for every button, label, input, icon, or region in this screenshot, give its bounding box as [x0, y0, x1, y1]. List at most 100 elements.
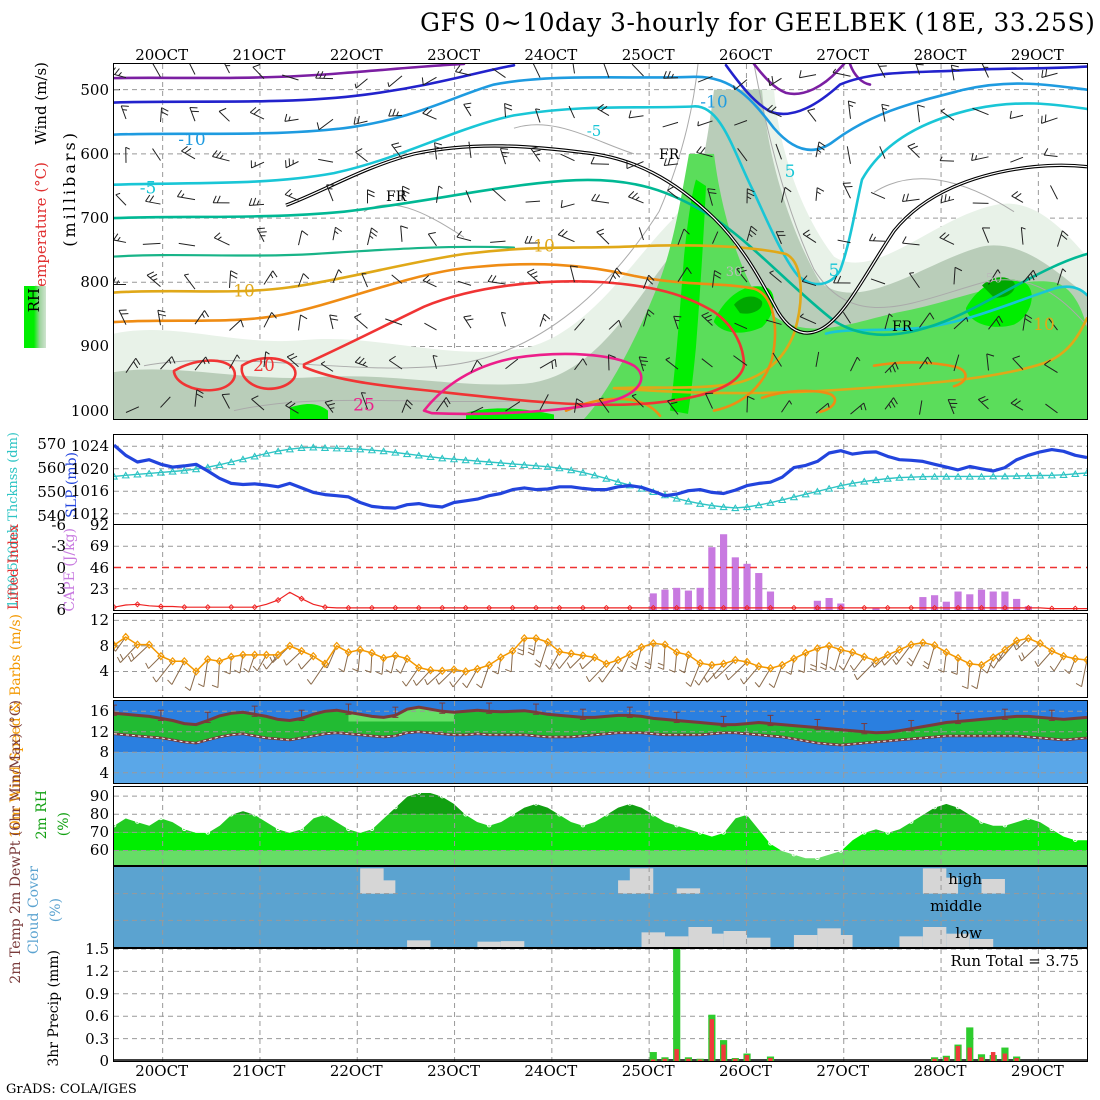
svg-text:30: 30: [726, 265, 743, 280]
time-label: 27OCT: [816, 46, 870, 64]
axis-tick-label: 8: [99, 636, 109, 655]
lifted-index-yticks: -6 -3 0 3 6: [28, 516, 66, 619]
axis-tick-label: 46: [89, 558, 109, 577]
axis-tick-label: 0.9: [85, 984, 109, 1003]
axis-tick-label: 8: [99, 743, 109, 762]
axis-tick-label: 16: [89, 702, 109, 721]
svg-text:25: 25: [353, 396, 375, 416]
axis-tick-label: 0.6: [85, 1007, 109, 1026]
axis-tick-label: 4: [99, 662, 109, 681]
axis-tick-label: 4: [99, 763, 109, 782]
temp-dewpt-label: 2m Temp 2m DewPt (6hr Min/Max) (°C): [8, 700, 24, 984]
time-label: 26OCT: [719, 1062, 772, 1080]
time-label: 20OCT: [135, 46, 189, 64]
axis-tick-label: 1.5: [85, 940, 109, 958]
svg-text:FR: FR: [386, 189, 407, 205]
cloud-row-label: high: [948, 870, 982, 889]
axis-tick-label: 570: [37, 435, 66, 454]
svg-text:5: 5: [785, 162, 796, 182]
svg-text:-10: -10: [700, 93, 727, 113]
precip-run-total: Run Total = 3.75: [950, 952, 1079, 970]
time-label: 21OCT: [232, 46, 286, 64]
credit-text: GrADS: COLA/IGES: [6, 1082, 137, 1097]
time-label: 23OCT: [427, 1062, 480, 1080]
axis-tick-label: 540: [37, 506, 66, 525]
axis-tick-label: 3: [56, 579, 66, 598]
svg-text:50: 50: [986, 271, 1003, 286]
top-time-axis: 20OCT 21OCT 22OCT 23OCT 24OCT 25OCT 26OCT 27OCT…: [113, 46, 1088, 66]
cloud-row-label: middle: [930, 897, 982, 915]
axis-tick-label: 12: [89, 611, 109, 630]
axis-tick-label: 1.2: [85, 962, 109, 981]
pressure-tick: 600: [80, 144, 109, 163]
axis-tick-label: 60: [89, 841, 109, 860]
axis-tick-label: 0: [99, 1052, 109, 1070]
axis-tick-label: 1012: [70, 504, 109, 523]
time-label: 28OCT: [913, 1062, 967, 1080]
axis-tick-label: 80: [89, 805, 109, 824]
time-label: 26OCT: [719, 46, 772, 64]
pressure-tick: 900: [80, 337, 109, 356]
upper-air-panel: FR FR FR -10 -5 -10 -5 5 5 10 10 10 20 25 30 50: [113, 63, 1088, 420]
svg-text:-5: -5: [587, 122, 602, 140]
cloud-unit: (%): [48, 898, 64, 923]
precip-axis-label: 3hr Precip (mm): [46, 950, 62, 1067]
svg-text:FR: FR: [659, 147, 680, 163]
axis-tick-label: 550: [37, 482, 66, 501]
time-label: 25OCT: [621, 46, 675, 64]
time-label: 29OCT: [1010, 46, 1064, 64]
pressure-tick: 500: [80, 80, 109, 99]
bottom-time-axis: 20OCT 21OCT 22OCT 23OCT 24OCT 25OCT 26OCT 27OCT…: [113, 1062, 1088, 1082]
lifted-index-label: Lifted Index: [6, 524, 22, 610]
time-label: 20OCT: [135, 1062, 189, 1080]
slp-yticks: 1024 1020 1016 1012: [71, 434, 109, 526]
svg-text:10: 10: [533, 236, 555, 256]
axis-tick-label: 6: [56, 601, 66, 619]
pressure-tick: 1000: [70, 401, 109, 420]
time-label: 22OCT: [329, 1062, 383, 1080]
slp-thickness-panel: [113, 434, 1088, 526]
axis-tick-label: 0: [56, 558, 66, 577]
axis-tick-label: 69: [89, 537, 109, 556]
cloud-row-label: low: [955, 923, 982, 942]
rh2m-label: 2m RH: [34, 790, 50, 840]
axis-tick-label: 0.3: [85, 1029, 109, 1048]
axis-tick-label: -3: [51, 537, 66, 556]
wind10m-panel: [113, 613, 1088, 698]
svg-text:10: 10: [1033, 315, 1055, 335]
axis-tick-label: 23: [89, 579, 109, 598]
svg-text:-5: -5: [140, 179, 157, 199]
time-label: 21OCT: [232, 1062, 286, 1080]
svg-text:10: 10: [233, 281, 255, 301]
precip-conv-label: Convective: [0, 956, 4, 1035]
cape-yticks: 92 69 46 23: [76, 516, 109, 611]
rh2m-unit: (%): [56, 812, 72, 837]
axis-tick-label: 92: [89, 516, 109, 534]
cape-li-panel: [113, 524, 1088, 611]
time-label: 28OCT: [913, 46, 967, 64]
axis-tick-label: 70: [89, 823, 109, 842]
svg-text:FR: FR: [892, 319, 913, 335]
svg-text:5: 5: [829, 261, 840, 281]
rh2m-panel: [113, 786, 1088, 866]
upper-air-yticks: 500 600 700 800 900 1000: [63, 63, 109, 420]
page-title: GFS 0~10day 3-hourly for GEELBEK (18E, 3…: [420, 8, 1096, 37]
cloud-panel: [113, 866, 1088, 948]
axis-tick-label: 90: [89, 787, 109, 806]
axis-tick-label: 560: [37, 459, 66, 478]
precip-panel: Run Total = 3.75: [113, 948, 1088, 1062]
time-label: 22OCT: [329, 46, 383, 64]
precip-yticks: 1.5 1.2 0.9 0.6 0.3 0: [68, 940, 109, 1070]
time-label: 25OCT: [621, 1062, 675, 1080]
pressure-tick: 700: [80, 209, 109, 228]
svg-text:-10: -10: [178, 130, 205, 150]
pressure-tick: 800: [80, 273, 109, 292]
axis-tick-label: 12: [89, 722, 109, 741]
axis-tick-label: -6: [51, 516, 66, 534]
time-label: 27OCT: [816, 1062, 870, 1080]
time-label: 29OCT: [1010, 1062, 1064, 1080]
upper-air-temp-legend: Temperature (°C): [32, 162, 50, 296]
axis-tick-label: 1024: [70, 437, 109, 456]
time-label: 23OCT: [427, 46, 480, 64]
